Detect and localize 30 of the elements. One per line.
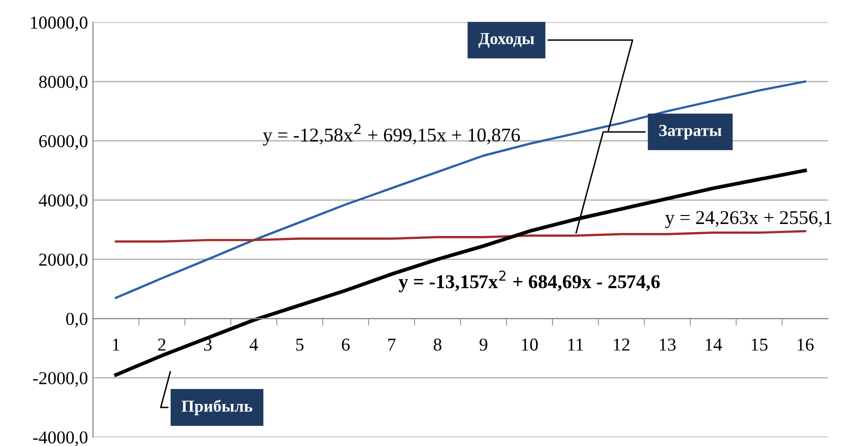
x-tick-label: 8	[434, 338, 442, 351]
x-tick-label: 2	[158, 338, 166, 351]
y-tick-label: 4000,0	[38, 194, 88, 210]
text: Затраты	[659, 124, 722, 140]
y-tick-label: 2000,0	[39, 254, 88, 268]
annotation: y = -12,58x$^{2}$ + 699,15x + 10,876	[262, 124, 520, 146]
annotation: y = -13,157x$^{2}$ + 684,69x - 2574,6	[398, 270, 660, 292]
x-tick-label: 10	[522, 338, 538, 351]
x-tick-label: 11	[568, 338, 583, 351]
y-tick-label: 10000,0	[30, 16, 88, 32]
y-tick-label: 0,0	[66, 312, 88, 328]
x-tick-label: 5	[296, 338, 304, 351]
x-tick-label: 16	[798, 338, 814, 351]
x-tick-label: 12	[614, 338, 630, 351]
text: Доходы	[478, 33, 534, 48]
text: Прибыль	[182, 400, 252, 416]
x-tick-label: 14	[706, 338, 722, 351]
x-tick-label: 6	[342, 338, 350, 351]
y-tick-label: 6000,0	[39, 135, 88, 150]
x-tick-label: 15	[752, 338, 768, 351]
line-series	[114, 230, 806, 243]
x-tick-label: 1	[113, 338, 120, 351]
y-tick-label: -4000,0	[33, 431, 88, 446]
y-tick-label: -2000,0	[33, 372, 88, 387]
x-tick-label: 4	[250, 338, 258, 351]
x-tick-label: 13	[660, 338, 676, 351]
annotation: y = 24,263x + 2556,1	[665, 211, 832, 228]
x-tick-label: 7	[388, 338, 396, 351]
x-tick-label: 9	[480, 338, 488, 351]
y-tick-label: 8000,0	[39, 76, 88, 91]
